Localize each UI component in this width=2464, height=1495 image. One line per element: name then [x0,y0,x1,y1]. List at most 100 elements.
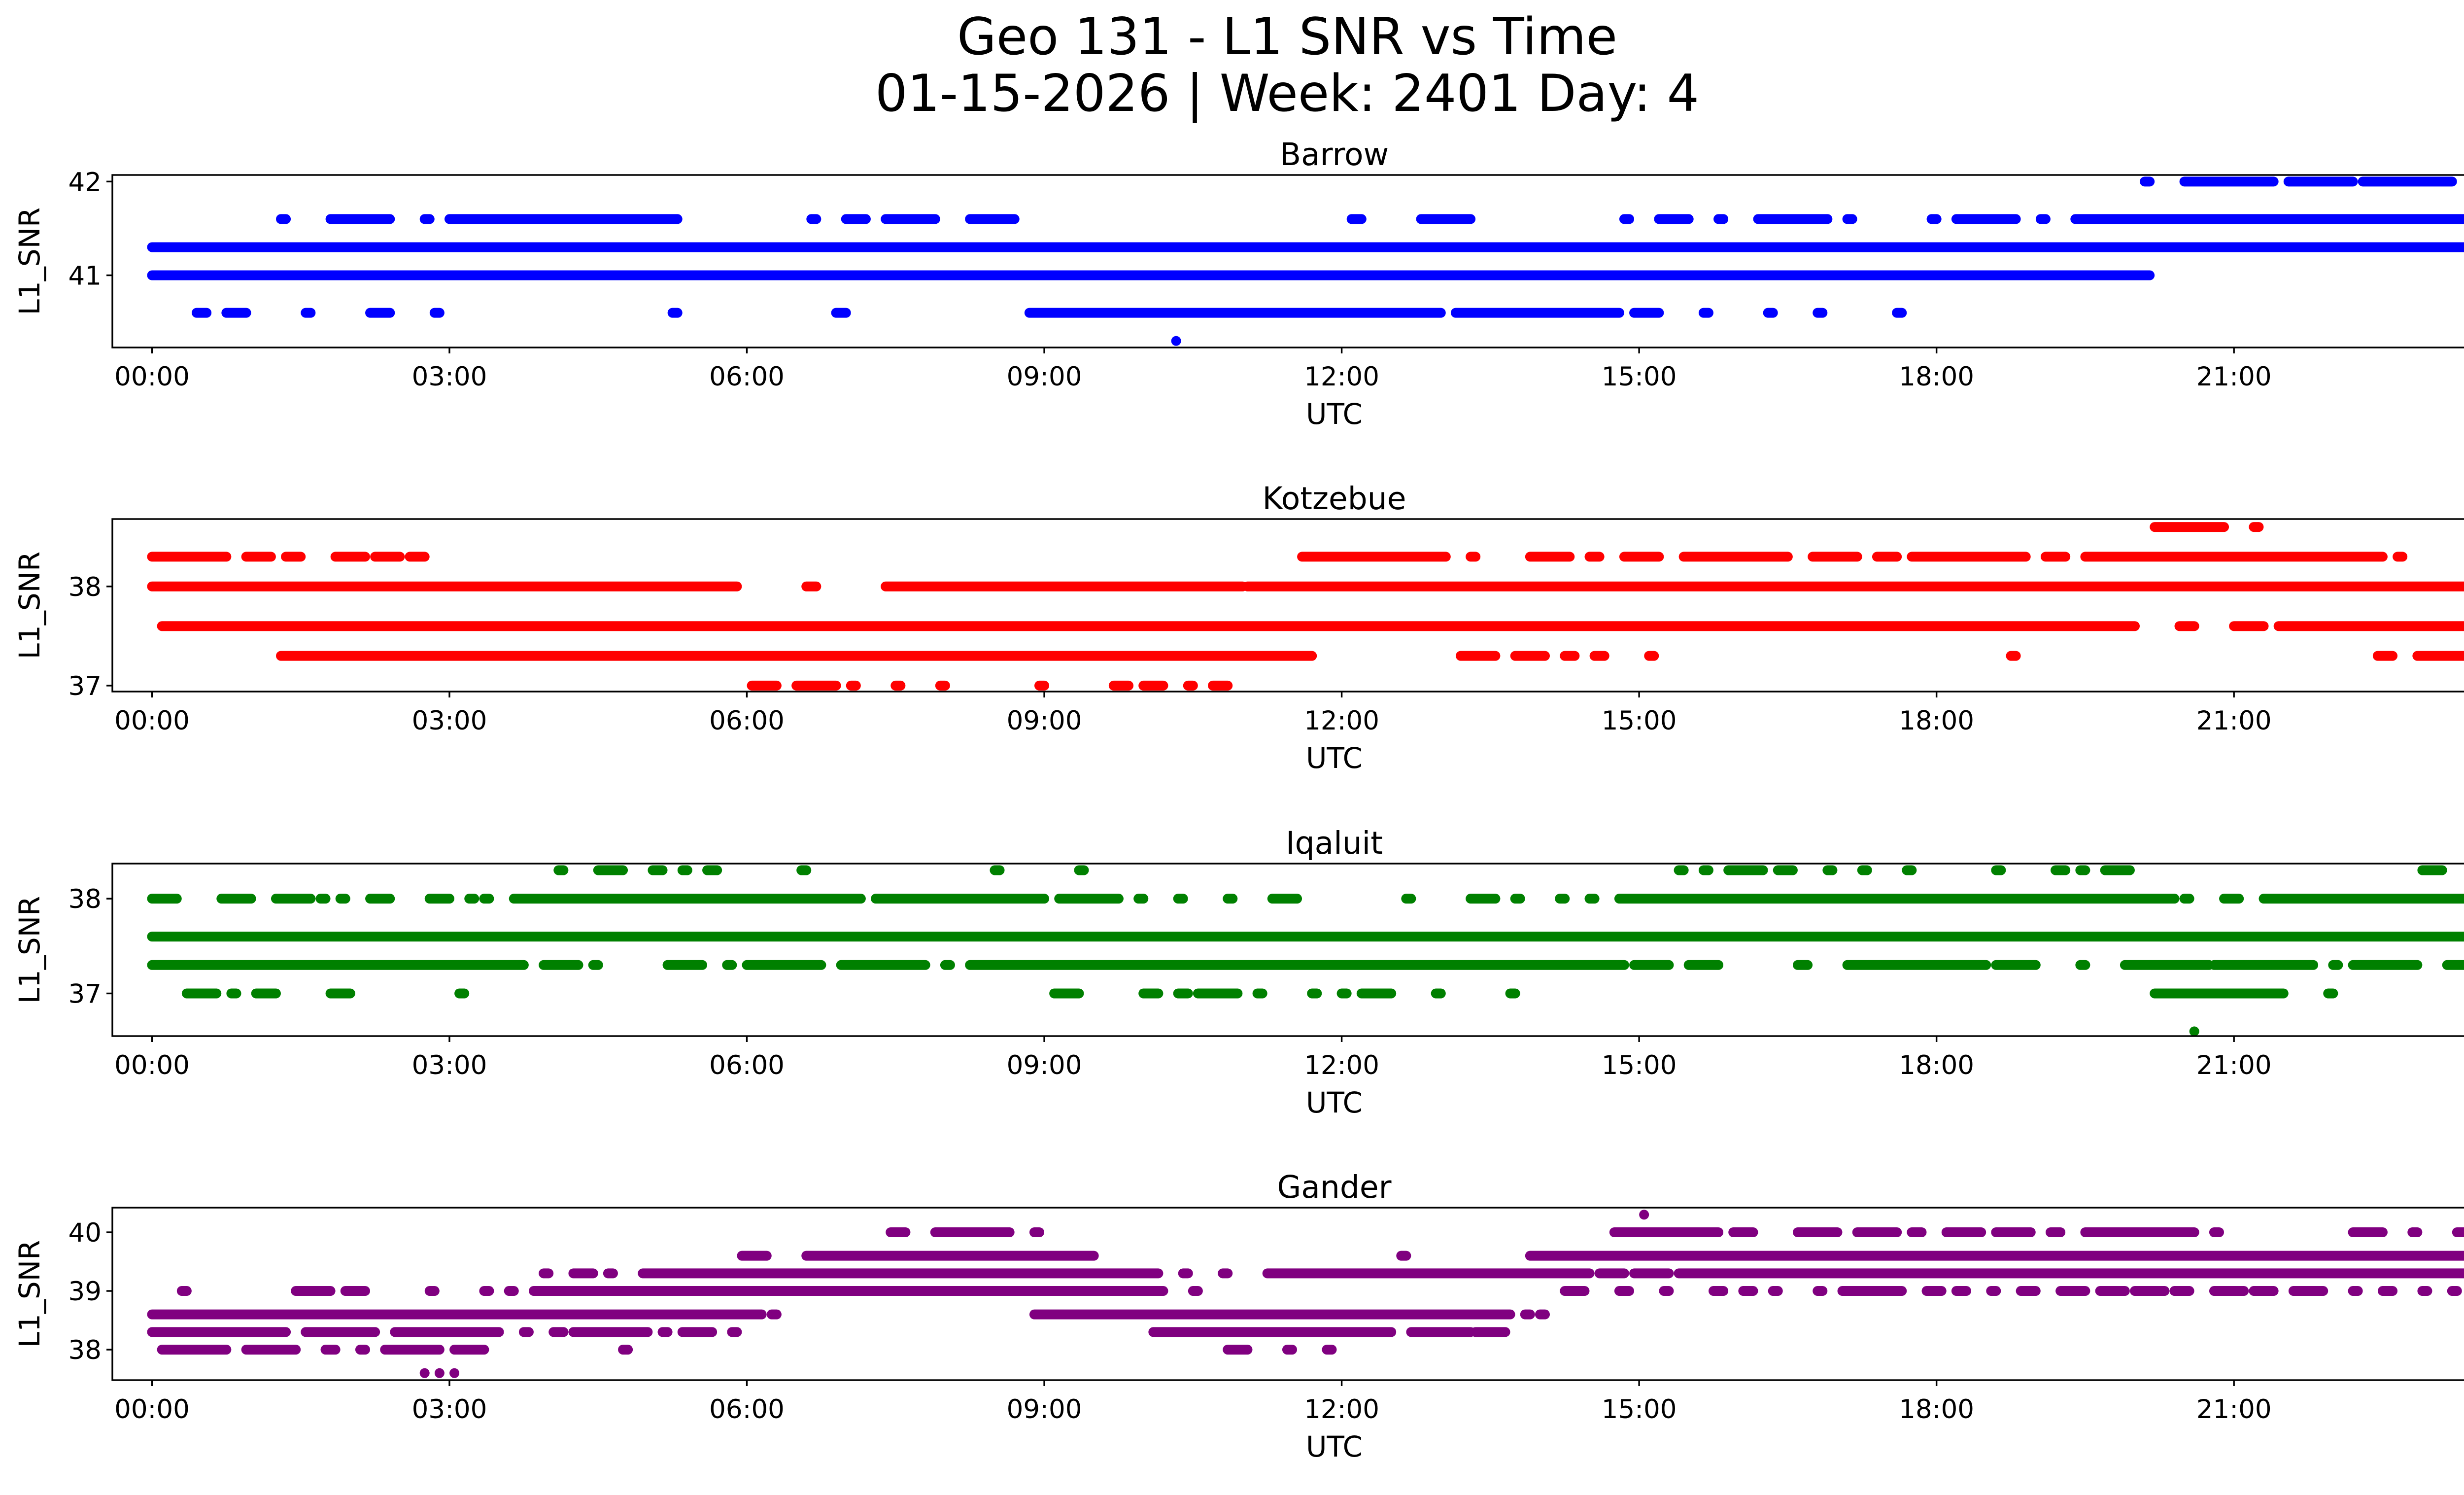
scatter-band-y38.3-12 [1822,865,1838,875]
x-tick-label: 21:00 [2196,1394,2272,1425]
scatter-band-y38-1 [241,1345,301,1355]
x-tick-label: 15:00 [1602,1394,1677,1425]
scatter-band-y38.3-1 [301,1327,380,1337]
figure-title-line2: 01-15-2026 | Week: 2401 Day: 4 [875,64,1699,123]
scatter-band-y40.6-3 [365,308,395,318]
scatter-band-y38.3-9 [1148,1327,1397,1337]
scatter-band-y37-16 [2323,988,2338,999]
series-barrow [147,176,2464,346]
x-tick-label: 09:00 [1007,362,1082,392]
scatter-band-y40.6-0 [192,308,212,318]
scatter-band-y39-20 [2055,1286,2090,1296]
scatter-point-1 [434,1368,445,1378]
scatter-band-y40-12 [2209,1227,2224,1237]
scatter-band-y41.6-3 [445,214,683,224]
scatter-band-y38-3 [355,1345,370,1355]
scatter-band-y39-16 [1921,1286,1947,1296]
panel-barrow: Barrow 00:00 03:00 06:00 09:00 12:00 15:00 18:0… [13,137,2464,431]
scatter-band-y38-0 [147,581,742,591]
x-axis-label: UTC [1306,1430,1363,1463]
scatter-band-y40-13 [2348,1227,2388,1237]
scatter-band-y37-9 [1252,988,1267,999]
scatter-band-y41.6-16 [1951,214,2021,224]
scatter-band-y40.6-6 [831,308,851,318]
scatter-band-y40-0 [886,1227,911,1237]
scatter-band-y37.3-7 [2372,651,2398,661]
panel-gander: Gander 00:00 03:00 06:00 09:00 12:00 15:00 18:0… [13,1169,2464,1463]
scatter-band-y41.6-15 [1926,214,1942,224]
scatter-band-y38.3-10 [1406,1327,1476,1337]
scatter-band-y39-21 [2095,1286,2130,1296]
scatter-band-y38.3-3 [677,865,692,875]
scatter-band-y38.6-1 [2249,522,2264,532]
scatter-band-y37.3-10 [1683,960,1724,970]
scatter-band-y39-10 [1659,1286,1674,1296]
scatter-band-y40.6-10 [1698,308,1713,318]
scatter-band-y38.3-7 [1074,865,1089,875]
x-tick-label: 00:00 [114,706,190,736]
scatter-band-y39-12 [1738,1286,1758,1296]
x-tick-label: 18:00 [1899,1394,1974,1425]
scatter-band-y37.3-8 [2412,651,2464,661]
x-tick-label: 00:00 [114,1050,190,1080]
scatter-band-y41.6-9 [1416,214,1476,224]
y-tick-label: 38 [68,1335,102,1365]
scatter-band-y38-7 [464,894,479,904]
scatter-band-y40-5 [1793,1227,1843,1237]
scatter-band-y38.3-4 [370,552,405,562]
x-tick-label: 03:00 [412,1394,487,1425]
scatter-band-y41.6-5 [841,214,871,224]
scatter-band-y41.6-0 [276,214,291,224]
scatter-band-y40.6-9 [1629,308,1664,318]
panel-title: Kotzebue [1263,481,1406,517]
scatter-band-y37.3-8 [965,960,1629,970]
scatter-band-y38.3-0 [553,865,569,875]
scatter-band-y39.3-0 [539,1268,554,1279]
scatter-band-y37-15 [2150,988,2289,999]
series-kotzebue [147,522,2464,691]
scatter-band-y38.3-7 [1466,552,1481,562]
scatter-band-y39-29 [2417,1286,2432,1296]
x-tick-label: 12:00 [1304,1394,1379,1425]
scatter-band-y38.3-0 [147,1327,291,1337]
scatter-band-y37.3-3 [662,960,707,970]
scatter-band-y38.6-2 [1029,1309,1515,1320]
scatter-band-y38-6 [424,894,454,904]
y-axis-label: L1_SNR [13,552,46,660]
scatter-band-y38.3-14 [1902,865,1917,875]
scatter-band-y37-5 [1034,680,1050,691]
y-tick-label: 40 [68,1218,102,1248]
scatter-band-y38.3-4 [702,865,722,875]
scatter-band-y38-0 [147,894,182,904]
scatter-band-y38.3-6 [657,1327,673,1337]
scatter-band-y40.6-11 [1763,308,1778,318]
x-tick-label: 12:00 [1304,362,1379,392]
scatter-band-y39.3-9 [1674,1268,2464,1279]
scatter-band-y37.3-11 [1793,960,1813,970]
scatter-band-y39-11 [1709,1286,1729,1296]
scatter-band-y37.3-0 [147,960,529,970]
panel-kotzebue: Kotzebue 00:00 03:00 06:00 09:00 12:00 15:00 18… [13,481,2464,775]
scatter-band-y38-11 [1054,894,1124,904]
scatter-band-y37-0 [747,680,782,691]
scatter-band-y38.3-5 [568,1327,653,1337]
scatter-band-y38.3-6 [1297,552,1451,562]
scatter-band-y38.3-13 [1872,552,1902,562]
series-gander [147,1210,2464,1378]
scatter-band-y41.6-7 [965,214,1020,224]
scatter-band-y38.3-12 [1808,552,1862,562]
y-axis-label: L1_SNR [13,896,46,1004]
scatter-band-y38.3-2 [390,1327,504,1337]
scatter-band-y37.6-0 [147,932,2464,942]
y-tick-label: 38 [68,884,102,914]
axes-frame [111,518,2464,693]
x-tick-label: 00:00 [114,362,190,392]
scatter-band-y38-6 [618,1345,633,1355]
x-tick-label: 21:00 [2196,706,2272,736]
scatter-band-y37.3-2 [1510,651,1550,661]
scatter-band-y39-1 [291,1286,336,1296]
scatter-band-y39-3 [424,1286,440,1296]
scatter-band-y37.3-6 [836,960,930,970]
scatter-band-y39.3-2 [603,1268,618,1279]
